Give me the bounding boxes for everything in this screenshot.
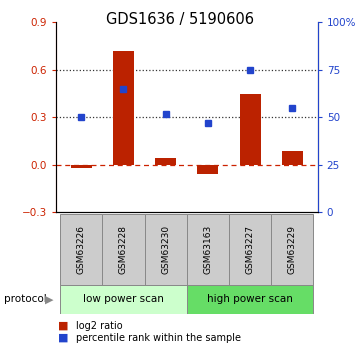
Text: ■: ■ — [58, 321, 68, 331]
Bar — [103, 214, 145, 285]
Text: low power scan: low power scan — [83, 294, 164, 304]
Bar — [187, 214, 229, 285]
Bar — [71, 165, 92, 168]
Bar — [197, 165, 218, 174]
Text: GSM63227: GSM63227 — [245, 225, 255, 274]
Text: GDS1636 / 5190606: GDS1636 / 5190606 — [106, 12, 255, 27]
Bar — [240, 93, 261, 165]
Text: GSM63229: GSM63229 — [288, 225, 297, 274]
Text: percentile rank within the sample: percentile rank within the sample — [76, 333, 241, 343]
Bar — [113, 51, 134, 165]
Text: GSM63163: GSM63163 — [204, 225, 212, 274]
Text: GSM63226: GSM63226 — [77, 225, 86, 274]
Text: ▶: ▶ — [44, 294, 53, 304]
Bar — [271, 214, 313, 285]
Bar — [145, 214, 187, 285]
Text: log2 ratio: log2 ratio — [76, 321, 122, 331]
Bar — [155, 158, 176, 165]
Text: GSM63228: GSM63228 — [119, 225, 128, 274]
Bar — [282, 150, 303, 165]
Text: high power scan: high power scan — [207, 294, 293, 304]
Bar — [60, 214, 103, 285]
Bar — [187, 285, 313, 314]
Text: GSM63230: GSM63230 — [161, 225, 170, 274]
Bar — [60, 285, 187, 314]
Text: ■: ■ — [58, 333, 68, 343]
Text: protocol: protocol — [4, 294, 46, 304]
Bar — [229, 214, 271, 285]
